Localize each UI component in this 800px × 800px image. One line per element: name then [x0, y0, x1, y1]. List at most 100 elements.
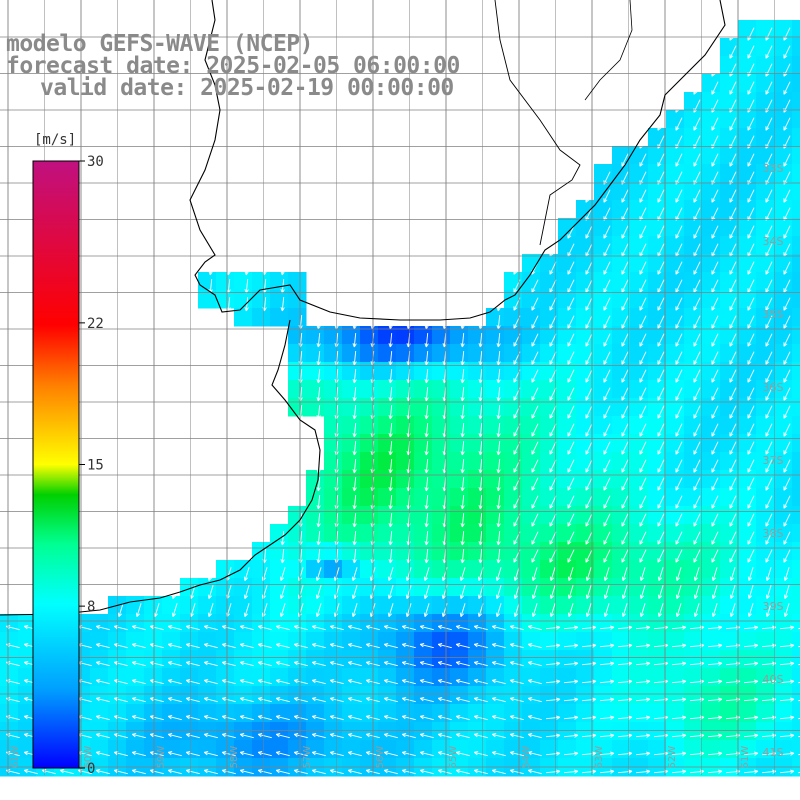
field-cell [504, 398, 523, 417]
wind-arrow [783, 459, 791, 473]
wind-arrow [603, 423, 611, 437]
field-cell [468, 578, 487, 597]
wind-arrow [455, 769, 470, 775]
wind-arrow [783, 279, 791, 293]
wind-arrow [657, 477, 665, 491]
field-cell [558, 740, 577, 759]
field-cell [792, 722, 800, 741]
field-cell [630, 614, 649, 633]
wind-arrow [280, 530, 285, 546]
field-cell [504, 686, 523, 705]
field-cell [720, 362, 739, 381]
field-cell [90, 704, 109, 723]
field-cell [252, 632, 271, 651]
field-cell [774, 560, 793, 579]
wind-arrow [621, 261, 629, 275]
field-cell [612, 560, 631, 579]
wind-arrow [675, 315, 683, 329]
field-cell [414, 380, 433, 399]
field-cell [360, 542, 379, 561]
wind-arrow [671, 715, 687, 720]
lat-label: 41S [763, 746, 784, 759]
wind-arrow [639, 477, 647, 491]
wind-arrow [478, 476, 483, 492]
wind-arrow [621, 513, 629, 527]
field-cell [126, 650, 145, 669]
field-cell [630, 416, 649, 435]
field-cell [756, 632, 775, 651]
field-cell [450, 416, 469, 435]
wind-arrow [729, 63, 737, 77]
field-cell [666, 254, 685, 273]
field-cell [0, 704, 19, 723]
wind-arrow [531, 495, 539, 509]
wind-arrow [765, 315, 773, 329]
field-cell [432, 488, 451, 507]
wind-arrow [603, 315, 611, 329]
field-cell [504, 560, 523, 579]
field-cell [648, 668, 667, 687]
wind-arrow [765, 63, 773, 77]
field-cell [756, 686, 775, 705]
wind-arrow [693, 603, 700, 617]
wind-arrow [527, 769, 542, 775]
wind-arrow [352, 350, 357, 366]
wind-arrow [153, 603, 160, 617]
field-cell [666, 524, 685, 543]
field-cell [774, 146, 793, 165]
wind-arrow [496, 440, 501, 456]
wind-arrow [657, 441, 665, 455]
field-cell [342, 614, 361, 633]
field-cell [594, 668, 613, 687]
field-cell [522, 308, 541, 327]
field-cell [414, 578, 433, 597]
wind-arrow [351, 603, 358, 617]
field-cell [612, 182, 631, 201]
wind-arrow [203, 679, 218, 685]
field-cell [576, 254, 595, 273]
wind-arrow [401, 661, 416, 667]
field-cell [648, 254, 667, 273]
wind-arrow [473, 715, 488, 721]
field-cell [558, 326, 577, 345]
wind-arrow [293, 715, 308, 721]
wind-arrow [401, 679, 416, 685]
wind-arrow [167, 661, 182, 667]
wind-arrow [531, 333, 539, 347]
wind-arrow [707, 679, 723, 684]
field-cell [702, 740, 721, 759]
wind-arrow [388, 440, 393, 456]
field-cell [450, 596, 469, 615]
field-cell [720, 740, 739, 759]
field-cell [216, 650, 235, 669]
wind-arrow [257, 679, 272, 685]
field-cell [414, 434, 433, 453]
wind-arrow [496, 458, 501, 474]
wind-arrow [783, 441, 791, 455]
field-cell [432, 686, 451, 705]
wind-arrow [639, 603, 646, 617]
wind-arrow [383, 625, 398, 631]
wind-arrow [347, 643, 362, 649]
field-cell [684, 560, 703, 579]
field-cell [720, 110, 739, 129]
wind-arrow [747, 585, 754, 599]
field-cell [126, 740, 145, 759]
field-cell [396, 668, 415, 687]
wind-arrow [424, 368, 429, 384]
field-cell [198, 614, 217, 633]
wind-arrow [617, 733, 633, 738]
field-cell [180, 740, 199, 759]
wind-arrow [478, 350, 483, 366]
wind-arrow [711, 153, 719, 167]
field-cell [792, 632, 800, 651]
wind-arrow [765, 495, 773, 509]
wind-arrow [747, 531, 755, 545]
wind-arrow [783, 45, 791, 59]
wind-arrow [531, 477, 539, 491]
field-cell [666, 722, 685, 741]
wind-arrow [293, 751, 308, 757]
field-cell [288, 398, 307, 417]
field-cell [306, 632, 325, 651]
wind-arrow [388, 422, 393, 438]
